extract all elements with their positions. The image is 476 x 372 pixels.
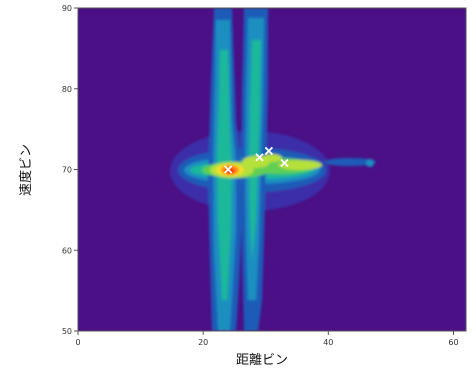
y-tick-label: 50 [62,327,72,336]
x-axis-title: 距離ビン [236,353,288,368]
x-tick-label: 40 [323,338,333,347]
detection-marker [255,153,264,162]
y-axis-title: 速度ビン [18,144,34,196]
y-tick-label: 70 [62,166,72,175]
x-tick-label: 20 [198,338,208,347]
x-axis-ticks: 0 20 40 60 [75,331,459,347]
y-tick-label: 60 [62,246,72,255]
detection-marker [280,158,289,168]
x-tick-label: 0 [75,338,80,347]
detection-markers [224,146,289,174]
detection-marker [224,165,233,174]
detection-marker [264,146,274,156]
x-tick-label: 60 [448,338,458,347]
y-axis-ticks: 50 60 70 80 90 [62,4,78,336]
y-tick-label: 80 [62,85,72,94]
y-tick-label: 90 [62,4,72,13]
heat-contours [170,8,376,331]
